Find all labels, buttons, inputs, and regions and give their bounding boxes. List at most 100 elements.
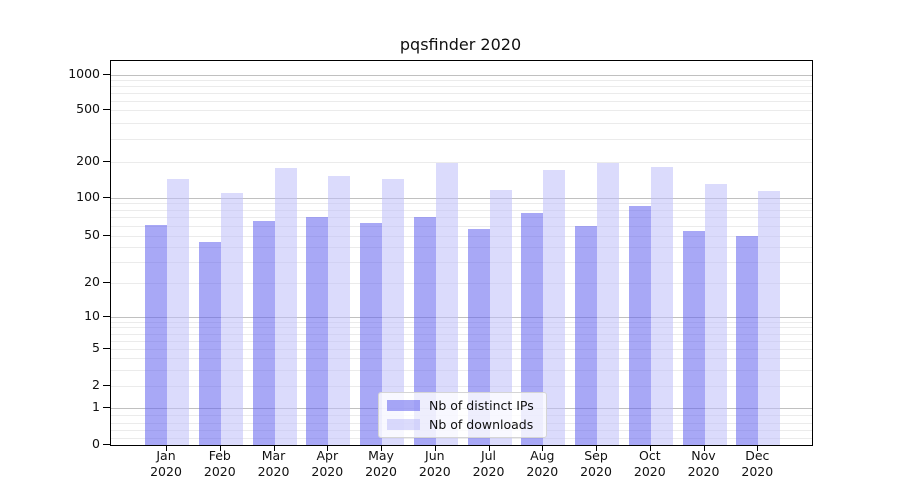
y-tick — [103, 348, 110, 350]
bar-distinct-ips — [467, 229, 490, 445]
x-tick-label: Feb 2020 — [203, 448, 236, 479]
bar-downloads — [274, 168, 297, 445]
y-gridline-minor — [111, 203, 812, 205]
bar-downloads — [543, 170, 566, 445]
x-tick — [166, 445, 167, 451]
x-tick-label: Apr 2020 — [311, 448, 344, 479]
y-tick-label: 1 — [92, 399, 100, 414]
y-gridline-minor — [111, 209, 812, 211]
y-tick — [103, 196, 110, 198]
y-tick — [103, 444, 110, 445]
y-tick — [103, 281, 110, 283]
y-tick-label: 200 — [76, 153, 100, 168]
y-gridline-minor — [111, 333, 812, 335]
y-gridline-minor — [111, 225, 812, 227]
y-tick-label: 10 — [84, 308, 100, 323]
bar-distinct-ips — [736, 235, 759, 445]
y-gridline-minor — [111, 369, 812, 371]
y-tick-label: 2 — [92, 377, 100, 392]
x-tick-label: Oct 2020 — [633, 448, 666, 479]
y-gridline-minor — [111, 321, 812, 323]
y-gridline-major — [111, 197, 812, 199]
y-gridline-minor — [111, 437, 812, 439]
x-tick — [381, 445, 382, 451]
y-tick — [103, 109, 110, 110]
y-tick-label: 100 — [76, 188, 100, 204]
bar-downloads — [220, 192, 243, 445]
y-tick — [103, 161, 110, 162]
x-tick — [649, 445, 651, 451]
x-tick — [703, 445, 705, 451]
y-gridline-minor — [111, 100, 812, 102]
x-tick — [596, 445, 597, 451]
bar-downloads — [328, 175, 351, 445]
x-tick-label: May 2020 — [365, 448, 397, 479]
bar-downloads — [435, 162, 458, 445]
legend-item: Nb of downloads — [379, 417, 546, 432]
bar-downloads — [597, 162, 619, 445]
bar-distinct-ips — [145, 224, 167, 445]
y-tick-label: 50 — [84, 226, 100, 242]
bar-downloads — [758, 191, 781, 445]
bar-distinct-ips — [413, 217, 436, 445]
y-tick-label: 500 — [76, 101, 100, 116]
legend-swatch-distinct-ips — [387, 400, 420, 411]
y-gridline-minor — [111, 110, 812, 111]
y-gridline-minor — [111, 139, 812, 140]
plot-area — [110, 60, 813, 446]
y-gridline-minor — [111, 86, 812, 88]
x-tick-label: Nov 2020 — [687, 448, 720, 479]
y-tick — [103, 234, 110, 236]
bar-downloads — [704, 183, 727, 445]
x-tick-label: Jan 2020 — [150, 448, 182, 479]
bar-distinct-ips — [575, 225, 597, 445]
y-gridline-minor — [111, 247, 812, 248]
x-tick-label: Jul 2020 — [472, 448, 505, 479]
y-tick — [103, 74, 110, 75]
y-tick-label: 1000 — [68, 66, 100, 81]
y-tick — [103, 385, 110, 386]
bar-distinct-ips — [521, 213, 544, 445]
y-gridline-minor — [111, 122, 812, 124]
x-tick — [273, 445, 275, 451]
bar-distinct-ips — [252, 221, 275, 445]
y-tick — [103, 316, 110, 317]
x-tick — [542, 445, 544, 451]
y-gridline-minor — [111, 217, 812, 219]
bar-downloads — [489, 190, 512, 445]
legend-swatch-downloads — [387, 419, 420, 430]
x-tick-label: Jun 2020 — [418, 448, 451, 479]
y-tick-label: 20 — [84, 273, 100, 289]
y-gridline-minor — [111, 80, 812, 82]
x-tick — [219, 445, 221, 451]
y-gridline-minor — [111, 93, 812, 94]
chart-title: pqsfinder 2020 — [399, 35, 522, 54]
y-gridline-minor — [111, 349, 812, 351]
y-gridline-major — [111, 75, 812, 76]
x-tick — [757, 445, 759, 451]
legend-label: Nb of downloads — [429, 417, 534, 432]
legend-label: Nb of distinct IPs — [429, 398, 534, 413]
y-tick-label: 5 — [92, 340, 100, 356]
bar-distinct-ips — [198, 242, 221, 445]
y-gridline-minor — [111, 282, 812, 284]
y-gridline-minor — [111, 162, 812, 163]
x-tick — [488, 445, 490, 451]
y-tick-label: 0 — [92, 436, 100, 451]
y-gridline-minor — [111, 386, 812, 387]
bar-downloads — [382, 179, 404, 445]
bar-downloads — [650, 166, 673, 445]
y-gridline-major — [111, 317, 812, 318]
x-tick-label: Mar 2020 — [257, 448, 290, 479]
x-tick-label: Aug 2020 — [526, 448, 559, 479]
x-tick-label: Sep 2020 — [580, 448, 612, 479]
y-gridline-minor — [111, 261, 812, 263]
legend: Nb of distinct IPs Nb of downloads — [378, 392, 547, 438]
y-gridline-minor — [111, 358, 812, 360]
bar-distinct-ips — [306, 217, 329, 445]
y-gridline-minor — [111, 340, 812, 342]
x-tick — [434, 445, 436, 451]
legend-item: Nb of distinct IPs — [379, 398, 546, 413]
bar-distinct-ips — [628, 205, 651, 445]
